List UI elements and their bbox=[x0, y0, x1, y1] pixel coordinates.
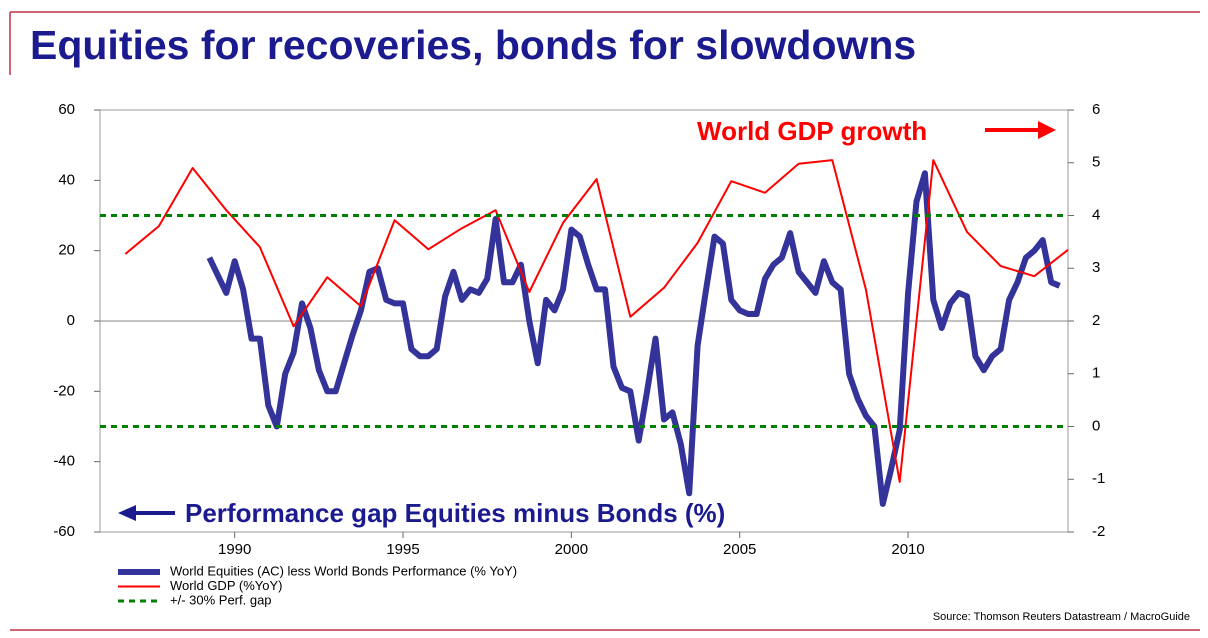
legend-label: World GDP (%YoY) bbox=[170, 578, 282, 593]
y-tick-label: 0 bbox=[67, 312, 75, 329]
y2-tick-label: 4 bbox=[1092, 206, 1100, 223]
legend-label: +/- 30% Perf. gap bbox=[170, 592, 272, 607]
chart-title: Equities for recoveries, bonds for slowd… bbox=[30, 22, 916, 68]
y2-tick-label: 2 bbox=[1092, 312, 1100, 329]
x-tick-label: 1990 bbox=[218, 541, 251, 558]
x-tick-label: 2000 bbox=[555, 541, 588, 558]
y-tick-label: -20 bbox=[53, 382, 75, 399]
y2-tick-label: 5 bbox=[1092, 154, 1100, 171]
y2-tick-label: 6 bbox=[1092, 101, 1100, 118]
y-tick-label: 60 bbox=[58, 101, 75, 118]
y2-tick-label: 3 bbox=[1092, 259, 1100, 276]
x-tick-label: 1995 bbox=[386, 541, 419, 558]
source: Source: Thomson Reuters Datastream / Mac… bbox=[933, 611, 1190, 623]
series-line bbox=[206, 170, 1061, 507]
y-tick-label: -60 bbox=[53, 523, 75, 540]
x-tick-label: 2010 bbox=[891, 541, 924, 558]
y-tick-label: 40 bbox=[58, 171, 75, 188]
y2-tick-label: -2 bbox=[1092, 523, 1105, 540]
legend-label: World Equities (AC) less World Bonds Per… bbox=[170, 563, 517, 578]
annotation: Performance gap Equities minus Bonds (%) bbox=[185, 498, 725, 528]
y2-tick-label: 1 bbox=[1092, 365, 1100, 382]
y-tick-label: 20 bbox=[58, 242, 75, 259]
y2-tick-label: -1 bbox=[1092, 470, 1105, 487]
annotation-arrowhead bbox=[118, 505, 136, 521]
y2-tick-label: 0 bbox=[1092, 417, 1100, 434]
annotation: World GDP growth bbox=[697, 116, 927, 146]
x-tick-label: 2005 bbox=[723, 541, 756, 558]
series-line bbox=[124, 159, 1069, 483]
y-tick-label: -40 bbox=[53, 453, 75, 470]
annotation-arrowhead bbox=[1038, 121, 1056, 139]
